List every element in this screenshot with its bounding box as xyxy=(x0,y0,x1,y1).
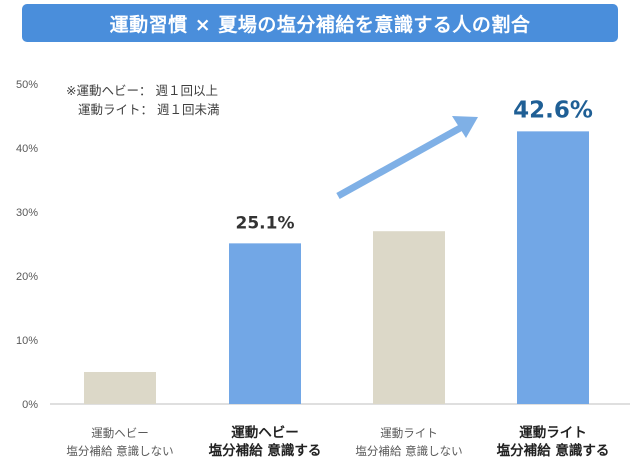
y-tick-label: 50% xyxy=(16,79,38,91)
note-line-2: 運動ライト： 週１回未満 xyxy=(78,102,219,117)
trend-arrow-head xyxy=(452,116,478,138)
y-tick-label: 10% xyxy=(16,335,38,347)
y-tick-label: 20% xyxy=(16,271,38,283)
data-labels: 25.1% 42.6% xyxy=(236,97,593,233)
y-axis: 0% 10% 20% 30% 40% 50% xyxy=(16,79,38,411)
data-label: 42.6% xyxy=(513,97,593,123)
data-label: 25.1% xyxy=(236,213,295,233)
y-tick-label: 0% xyxy=(22,399,38,411)
y-tick-label: 30% xyxy=(16,207,38,219)
x-category-label: 運動ヘビー xyxy=(231,424,299,441)
y-tick-label: 40% xyxy=(16,143,38,155)
bar xyxy=(229,243,301,404)
x-category-label: 塩分補給 意識する xyxy=(209,442,322,459)
chart-title: 運動習慣 × 夏場の塩分補給を意識する人の割合 xyxy=(109,13,531,36)
title-banner: 運動習慣 × 夏場の塩分補給を意識する人の割合 xyxy=(22,4,618,42)
bar xyxy=(373,231,445,404)
x-category-label: 塩分補給 意識しない xyxy=(355,444,462,458)
x-category-label: 運動ライト xyxy=(519,424,587,441)
trend-arrow-shaft xyxy=(336,123,464,200)
note-line-1: ※運動ヘビー： 週１回以上 xyxy=(66,83,218,98)
x-category-label: 塩分補給 意識しない xyxy=(66,444,173,458)
bar-series xyxy=(84,131,589,405)
bar xyxy=(84,372,156,404)
x-category-label: 運動ヘビー xyxy=(91,426,149,440)
x-category-label: 運動ライト xyxy=(380,426,438,440)
trend-arrow xyxy=(336,116,478,200)
x-category-label: 塩分補給 意識する xyxy=(497,442,610,459)
bar xyxy=(517,131,589,405)
